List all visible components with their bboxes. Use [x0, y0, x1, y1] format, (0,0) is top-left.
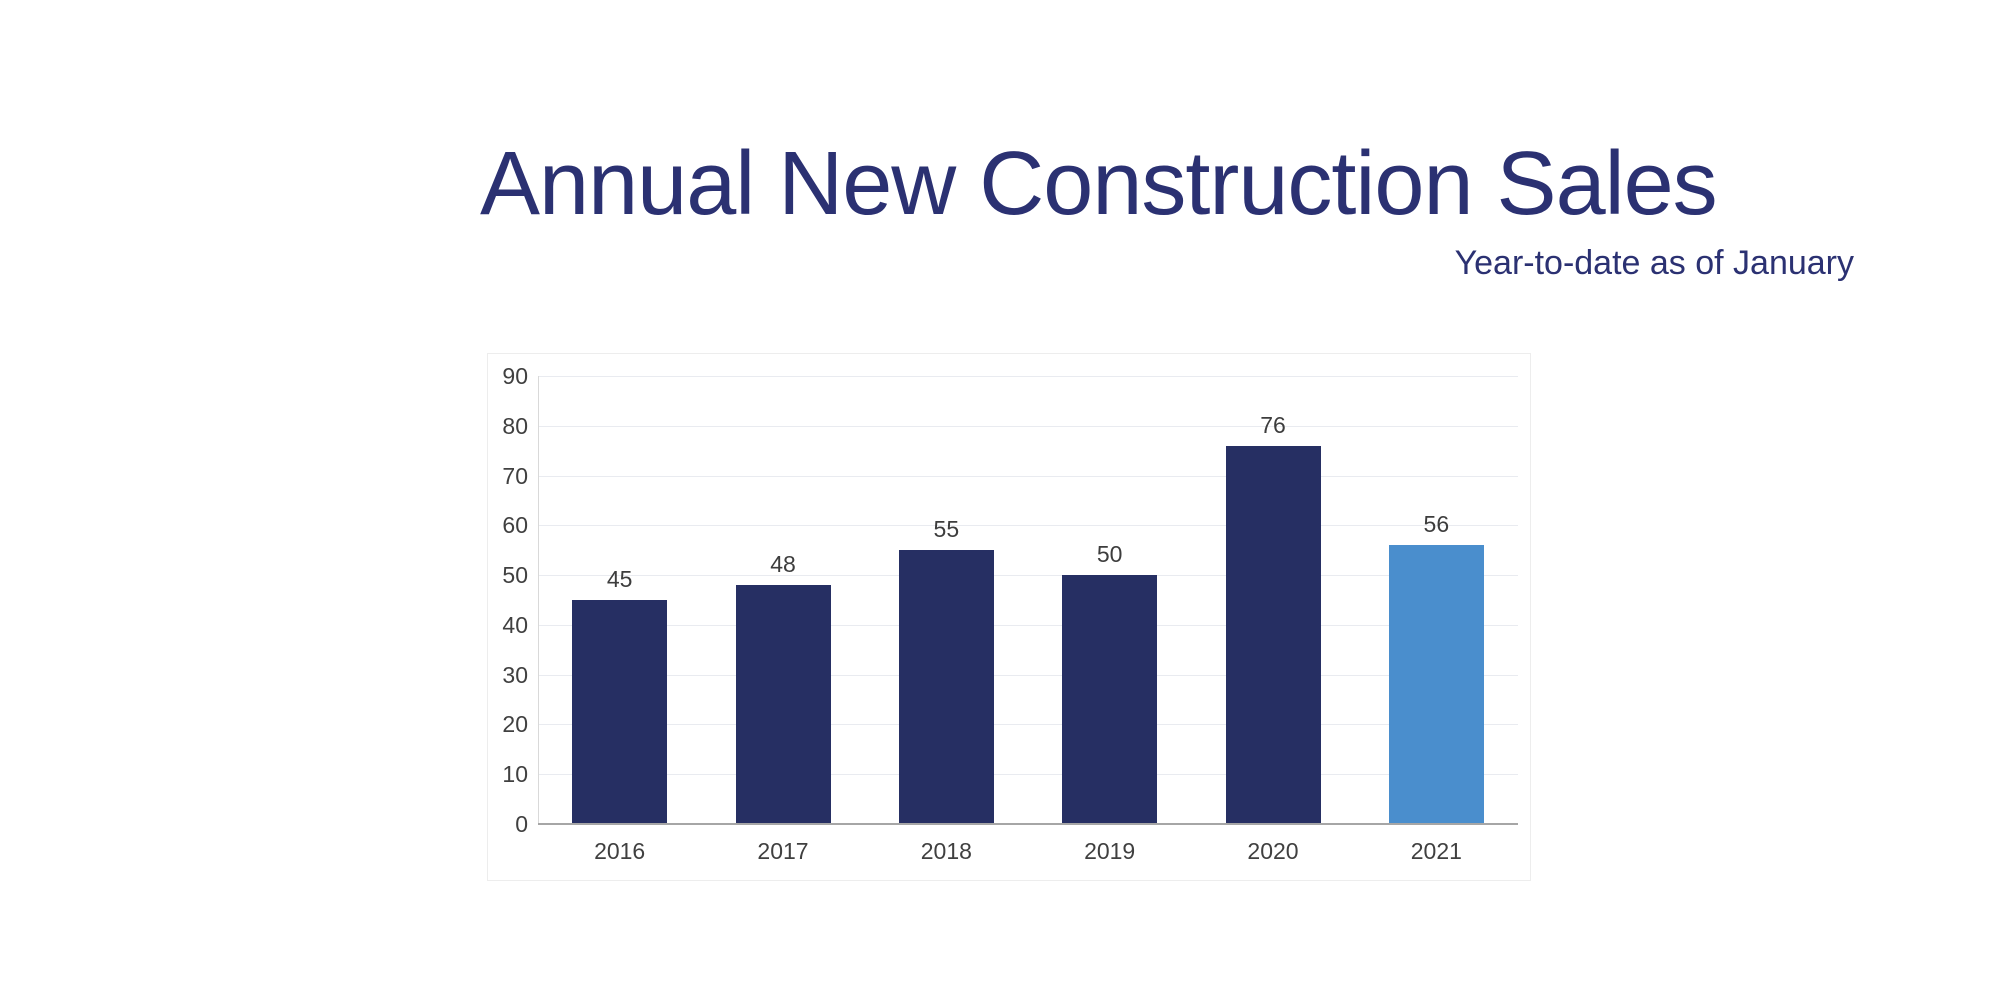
xtick-label-2017: 2017 — [757, 838, 809, 864]
y-axis-line — [538, 376, 539, 824]
ytick-label-50: 50 — [502, 562, 528, 589]
bar-2020 — [1225, 445, 1321, 824]
bar-2017 — [735, 585, 831, 824]
gridline-90 — [538, 376, 1518, 377]
bar-chart: 0 10 20 30 40 50 60 70 80 90 45 2016 48 2017 55 2018 50 2… — [487, 353, 1531, 881]
bar-value-label-2018: 55 — [933, 516, 960, 543]
ytick-label-40: 40 — [502, 611, 528, 638]
x-axis-baseline — [538, 823, 1518, 825]
gridline-50 — [538, 575, 1518, 577]
bar-value-label-2019: 50 — [1096, 541, 1123, 568]
plot-area: 0 10 20 30 40 50 60 70 80 90 45 2016 48 2017 55 2018 50 2… — [502, 364, 1518, 864]
gridline-70 — [538, 475, 1518, 477]
xtick-label-2016: 2016 — [594, 838, 646, 864]
ytick-label-0: 0 — [515, 811, 528, 837]
chart-title: Annual New Construction Sales — [480, 134, 1718, 234]
ytick-label-30: 30 — [502, 661, 528, 688]
bar-2018 — [898, 550, 994, 824]
gridline-20 — [538, 724, 1518, 726]
bar-2019 — [1062, 575, 1158, 824]
gridline-40 — [538, 624, 1518, 626]
bar-value-label-2020: 76 — [1260, 411, 1286, 438]
xtick-label-2021: 2021 — [1410, 838, 1462, 864]
ytick-label-70: 70 — [502, 462, 528, 489]
xtick-label-2019: 2019 — [1084, 838, 1136, 864]
ytick-label-60: 60 — [502, 512, 528, 539]
bar-value-label-2021: 56 — [1423, 511, 1450, 538]
xtick-label-2020: 2020 — [1247, 838, 1299, 864]
bar-2016 — [572, 600, 668, 824]
bar-value-label-2016: 45 — [606, 566, 633, 592]
ytick-label-10: 10 — [502, 761, 528, 788]
gridline-80 — [538, 425, 1518, 427]
xtick-label-2018: 2018 — [920, 838, 972, 864]
gridline-10 — [538, 774, 1518, 776]
ytick-label-20: 20 — [502, 711, 528, 738]
bar-2021 — [1388, 545, 1484, 824]
gridline-30 — [538, 674, 1518, 676]
bar-value-label-2017: 48 — [770, 551, 796, 578]
ytick-label-90: 90 — [502, 363, 528, 389]
ytick-label-80: 80 — [502, 412, 528, 439]
gridline-60 — [538, 525, 1518, 527]
chart-subtitle: Year-to-date as of January — [1454, 244, 1854, 282]
